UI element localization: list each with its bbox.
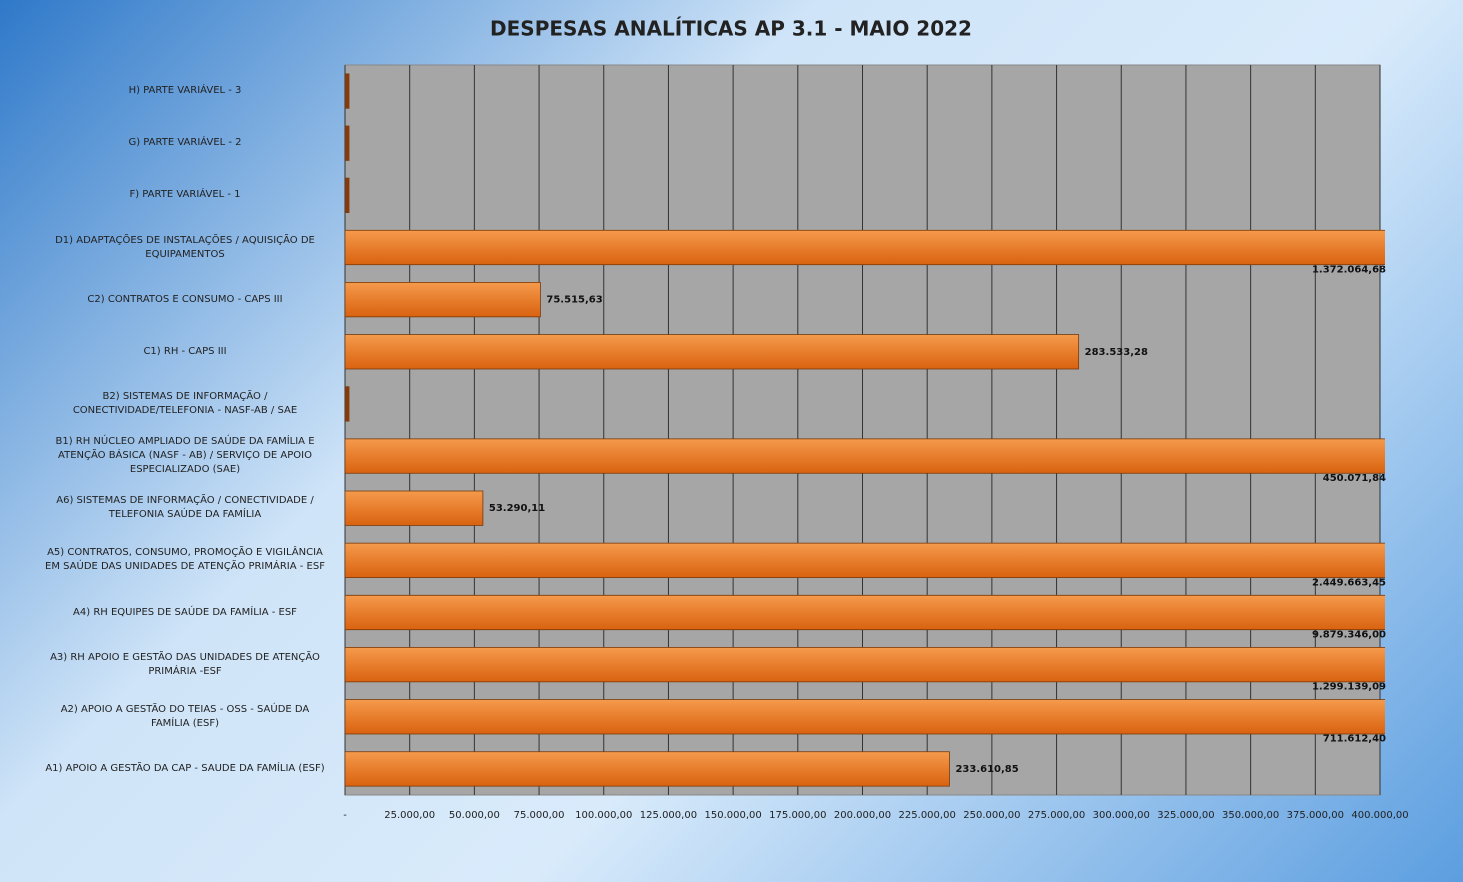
- x-tick-label: 375.000,00: [1287, 810, 1344, 821]
- x-tick-label: 200.000,00: [834, 810, 891, 821]
- data-label: 233.610,85: [955, 764, 1018, 775]
- x-tick-label: 350.000,00: [1222, 810, 1279, 821]
- x-tick-label: 300.000,00: [1093, 810, 1150, 821]
- bar: [345, 647, 1385, 683]
- x-tick-label: 75.000,00: [514, 810, 565, 821]
- y-tick-label: A5) CONTRATOS, CONSUMO, PROMOÇÃO E VIGIL…: [45, 547, 325, 573]
- bar: [345, 542, 1385, 578]
- bar: [345, 334, 1080, 370]
- y-tick-label: B2) SISTEMAS DE INFORMAÇÃO / CONECTIVIDA…: [72, 390, 298, 416]
- y-tick-label: D1) ADAPTAÇÕES DE INSTALAÇÕES / AQUISIÇÃ…: [55, 234, 315, 260]
- y-tick-label: H) PARTE VARIÁVEL - 3: [128, 85, 242, 97]
- bar: [345, 751, 950, 787]
- x-tick-label: 125.000,00: [640, 810, 697, 821]
- y-tick-label: F) PARTE VARIÁVEL - 1: [129, 189, 241, 201]
- x-tick-label: 325.000,00: [1157, 810, 1214, 821]
- data-label: 450.071,84: [1323, 473, 1386, 484]
- data-label: 283.533,28: [1085, 347, 1148, 358]
- y-tick-label: C2) CONTRATOS E CONSUMO - CAPS III: [87, 293, 283, 305]
- y-tick-label: B1) RH NÚCLEO AMPLIADO DE SAÚDE DA FAMÍL…: [55, 436, 315, 476]
- x-tick-label: -: [343, 810, 347, 821]
- y-tick-label: A3) RH APOIO E GESTÃO DAS UNIDADES DE AT…: [50, 651, 320, 677]
- y-tick-label: A6) SISTEMAS DE INFORMAÇÃO / CONECTIVIDA…: [56, 495, 314, 521]
- bar: [345, 177, 350, 213]
- x-tick-label: 275.000,00: [1028, 810, 1085, 821]
- bar: [345, 699, 1385, 735]
- x-tick-label: 250.000,00: [963, 810, 1020, 821]
- bar: [345, 594, 1385, 631]
- bar: [345, 125, 350, 161]
- data-label: 53.290,11: [489, 503, 545, 514]
- x-tick-label: 100.000,00: [575, 810, 632, 821]
- x-tick-label: 400.000,00: [1351, 810, 1408, 821]
- data-label: 711.612,40: [1323, 734, 1386, 745]
- x-tick-label: 150.000,00: [704, 810, 761, 821]
- data-label: 1.299.139,09: [1312, 682, 1386, 693]
- x-tick-label: 50.000,00: [449, 810, 500, 821]
- data-label: 9.879.346,00: [1312, 629, 1386, 640]
- x-tick-label: 25.000,00: [384, 810, 435, 821]
- y-tick-label: A1) APOIO A GESTÃO DA CAP - SAUDE DA FAM…: [45, 762, 325, 774]
- bar: [345, 438, 1385, 474]
- bar: [345, 282, 541, 318]
- y-tick-label: C1) RH - CAPS III: [143, 345, 227, 357]
- y-tick-label: G) PARTE VARIÁVEL - 2: [128, 137, 242, 149]
- y-tick-label: A2) APOIO A GESTÃO DO TEIAS - OSS - SAÚD…: [60, 703, 310, 729]
- y-tick-label: A4) RH EQUIPES DE SAÚDE DA FAMÍLIA - ESF: [73, 606, 297, 618]
- x-tick-label: 175.000,00: [769, 810, 826, 821]
- bars: [345, 73, 1385, 787]
- bar: [345, 386, 350, 422]
- data-label: 2.449.663,45: [1312, 577, 1386, 588]
- data-label: 1.372.064,68: [1312, 264, 1386, 275]
- data-label: 75.515,63: [546, 295, 602, 306]
- bar: [345, 229, 1385, 266]
- bar: [345, 73, 350, 109]
- chart-title: DESPESAS ANALÍTICAS AP 3.1 - MAIO 2022: [490, 17, 972, 41]
- x-tick-label: 225.000,00: [899, 810, 956, 821]
- bar: [345, 490, 484, 526]
